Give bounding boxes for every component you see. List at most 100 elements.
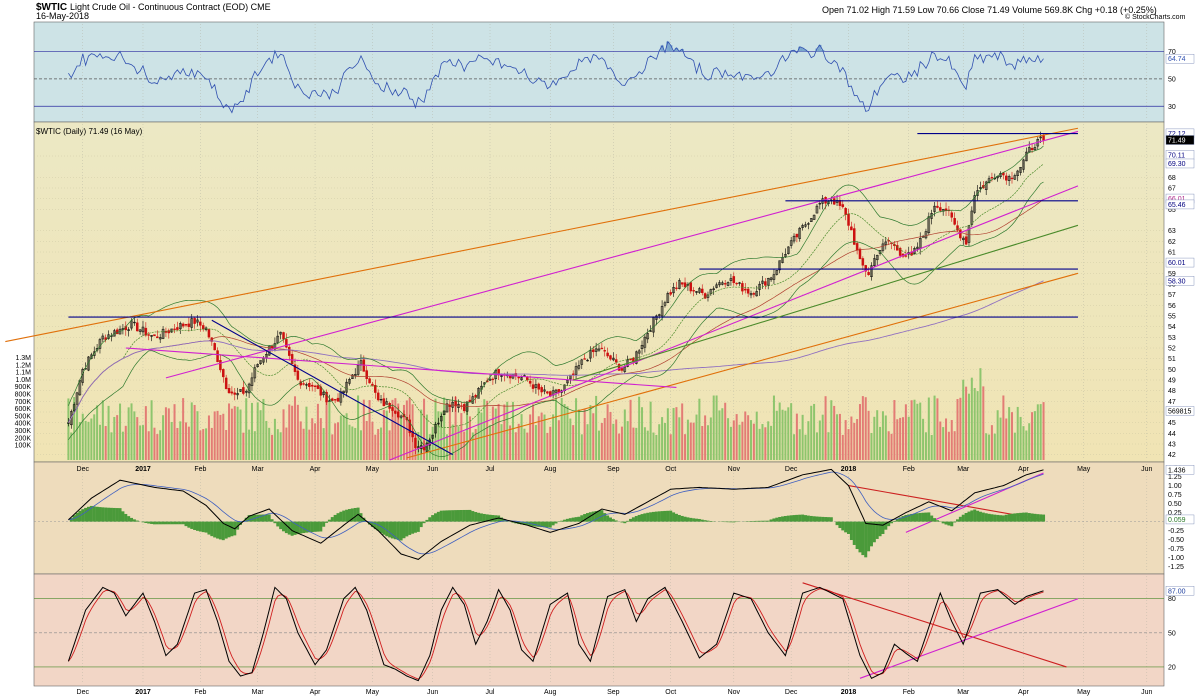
macd-histogram-bar bbox=[869, 521, 873, 547]
volume-bar bbox=[993, 433, 996, 460]
macd-histogram-bar bbox=[158, 521, 162, 525]
volume-bar bbox=[698, 398, 701, 460]
month-tick-label: 2018 bbox=[841, 466, 857, 473]
macd-histogram-bar bbox=[244, 517, 248, 522]
candle-body bbox=[92, 351, 96, 356]
volume-bar bbox=[830, 400, 833, 460]
candle-body bbox=[933, 205, 936, 212]
macd-histogram-bar bbox=[829, 517, 833, 522]
macd-histogram-bar bbox=[454, 510, 458, 522]
candle-body bbox=[520, 377, 523, 381]
macd-histogram-bar bbox=[563, 519, 567, 522]
volume-bar bbox=[1010, 412, 1013, 460]
macd-histogram-bar bbox=[844, 521, 848, 533]
volume-bar bbox=[228, 403, 231, 460]
macd-histogram-bar bbox=[439, 510, 443, 522]
month-tick-label: May bbox=[1077, 466, 1091, 473]
volume-bar bbox=[543, 414, 546, 460]
macd-histogram-bar bbox=[551, 521, 555, 526]
rsi-overbought-fill bbox=[674, 47, 679, 52]
volume-bar bbox=[557, 420, 560, 460]
candle-body bbox=[698, 288, 701, 293]
macd-histogram-bar bbox=[847, 521, 851, 534]
macd-tick-label: -1.00 bbox=[1168, 555, 1184, 562]
volume-bars bbox=[67, 368, 1045, 460]
macd-histogram-bar bbox=[379, 521, 383, 533]
candle-body bbox=[543, 389, 546, 392]
volume-bar bbox=[732, 420, 735, 460]
macd-histogram-bar bbox=[677, 514, 681, 522]
macd-histogram-bar bbox=[1010, 513, 1014, 522]
rsi-overbought-fill bbox=[803, 49, 808, 52]
month-tick-label: Apr bbox=[310, 466, 322, 473]
price-value-badge-box bbox=[1165, 257, 1195, 268]
macd-histogram-bar bbox=[674, 513, 678, 522]
volume-bar bbox=[847, 429, 850, 460]
candle-body bbox=[179, 323, 182, 330]
price-value-badge: 58.30 bbox=[1168, 278, 1186, 285]
macd-histogram-bar bbox=[428, 517, 432, 522]
volume-bar bbox=[1019, 416, 1022, 460]
candle-body bbox=[672, 287, 675, 294]
macd-histogram-bar bbox=[132, 519, 136, 522]
volume-bar bbox=[116, 415, 119, 460]
price-trend-line bbox=[165, 130, 1079, 379]
candle-body bbox=[666, 293, 670, 303]
volume-bar bbox=[250, 402, 253, 460]
stoch-tick-label: 50 bbox=[1168, 630, 1176, 637]
macd-histogram-bar bbox=[907, 514, 911, 522]
macd-histogram-bar bbox=[629, 518, 633, 522]
volume-bar bbox=[491, 406, 494, 460]
macd-histogram-bar bbox=[525, 521, 529, 526]
volume-bar bbox=[686, 419, 689, 460]
trend-lines bbox=[5, 127, 1079, 679]
volume-bar bbox=[319, 418, 322, 460]
macd-tick-label: -0.75 bbox=[1168, 546, 1184, 553]
macd-histogram-bar bbox=[910, 513, 914, 522]
volume-bar bbox=[176, 427, 179, 460]
volume-bar bbox=[950, 420, 953, 460]
bollinger-lower-line bbox=[68, 181, 1044, 457]
macd-histogram-bar bbox=[479, 513, 483, 522]
chart-quote: Open 71.02 High 71.59 Low 70.66 Close 71… bbox=[822, 5, 1157, 15]
macd-histogram-bar bbox=[107, 507, 111, 522]
macd-histogram-bar bbox=[826, 517, 830, 522]
candle-body bbox=[462, 404, 466, 412]
macd-histogram-bar bbox=[660, 511, 664, 522]
volume-bar bbox=[959, 397, 962, 460]
volume-bar bbox=[606, 404, 609, 460]
candle-body bbox=[256, 364, 259, 368]
candle-body bbox=[738, 282, 741, 284]
macd-histogram-bar bbox=[565, 518, 569, 522]
macd-histogram-bar bbox=[350, 508, 354, 522]
rsi-panel bbox=[33, 21, 1165, 123]
volume-bar bbox=[586, 424, 589, 460]
macd-histogram-bar bbox=[261, 514, 265, 522]
sma-50-line bbox=[68, 198, 1044, 423]
macd-histogram-bar bbox=[121, 511, 125, 522]
price-tick-label: 57 bbox=[1168, 292, 1176, 299]
macd-histogram-bar bbox=[872, 521, 876, 543]
macd-histogram-bar bbox=[875, 521, 879, 539]
volume-bar bbox=[761, 424, 764, 460]
macd-histogram-bar bbox=[792, 515, 796, 522]
candle-body bbox=[491, 378, 495, 381]
candle-body bbox=[293, 364, 297, 372]
volume-bar bbox=[210, 427, 213, 460]
volume-tick-label: 1.3M bbox=[15, 355, 31, 362]
macd-histogram-bar bbox=[411, 521, 415, 534]
macd-histogram-bar bbox=[594, 510, 598, 522]
macd-histogram-bar bbox=[224, 521, 228, 539]
candle-body bbox=[729, 278, 733, 281]
volume-bar bbox=[841, 434, 844, 460]
candle-body bbox=[1027, 147, 1031, 153]
volume-bar bbox=[678, 417, 681, 460]
volume-bar bbox=[583, 409, 586, 460]
volume-bar bbox=[976, 391, 979, 460]
macd-histogram-bar bbox=[577, 516, 581, 522]
candle-body bbox=[657, 314, 661, 316]
macd-histogram-bar bbox=[256, 514, 260, 522]
volume-bar bbox=[345, 413, 348, 460]
macd-histogram-bar bbox=[838, 521, 842, 529]
macd-histogram-bar bbox=[861, 521, 865, 556]
